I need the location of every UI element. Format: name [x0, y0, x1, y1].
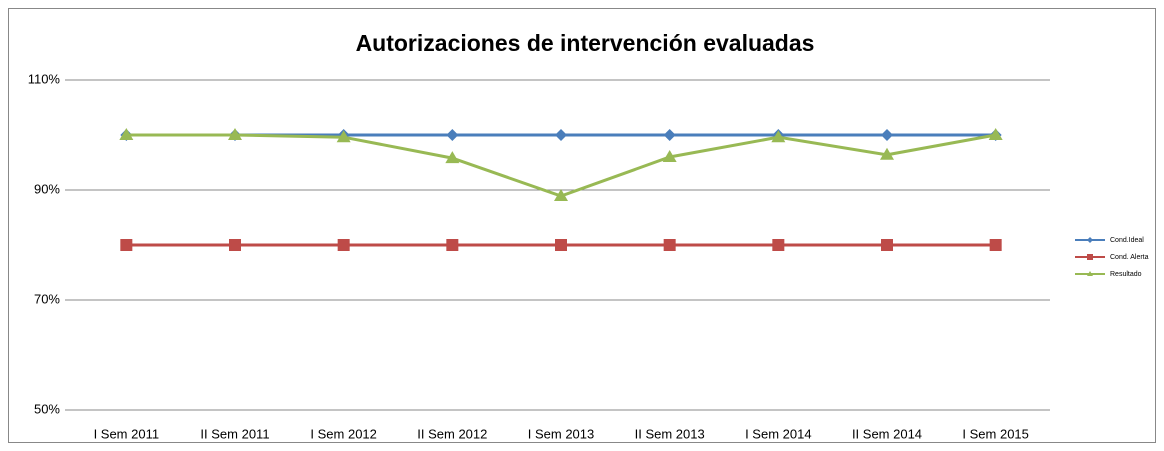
data-point: [881, 239, 893, 251]
legend-marker: [1087, 254, 1093, 260]
data-point: [988, 128, 1003, 140]
x-tick-label: II Sem 2011: [200, 426, 269, 441]
x-tick-label: II Sem 2012: [417, 426, 487, 441]
x-tick-label: I Sem 2015: [962, 426, 1029, 441]
data-point: [662, 150, 677, 162]
legend-marker: [1087, 237, 1093, 243]
chart-title: Autorizaciones de intervención evaluadas: [356, 30, 815, 56]
data-point: [446, 239, 459, 251]
y-tick-label: 50%: [34, 401, 60, 416]
legend-label: Cond. Alerta: [1110, 254, 1149, 261]
data-point: [336, 130, 351, 143]
data-point: [880, 147, 894, 160]
chart-frame: [8, 8, 1156, 443]
legend-marker: [1087, 271, 1093, 276]
data-point: [989, 239, 1002, 251]
y-tick-label: 70%: [34, 291, 60, 306]
data-point: [663, 239, 676, 251]
data-point: [554, 189, 568, 202]
data-point: [881, 129, 893, 141]
x-tick-label: I Sem 2014: [745, 426, 812, 441]
data-point: [555, 239, 567, 251]
x-tick-label: I Sem 2012: [310, 426, 377, 441]
data-point: [337, 239, 350, 251]
data-point: [663, 129, 676, 141]
x-tick-label: II Sem 2013: [635, 426, 705, 441]
data-point: [555, 129, 567, 141]
legend-label: Resultado: [1110, 271, 1142, 278]
data-point: [228, 128, 242, 140]
data-point: [119, 128, 134, 140]
data-point: [445, 151, 460, 164]
x-tick-label: I Sem 2013: [528, 426, 595, 441]
y-tick-label: 110%: [28, 71, 61, 86]
data-point: [229, 239, 241, 251]
y-tick-label: 90%: [34, 181, 60, 196]
data-point: [120, 239, 133, 251]
x-tick-label: II Sem 2014: [852, 426, 922, 441]
data-point: [772, 239, 785, 251]
data-point: [446, 129, 459, 141]
legend-label: Cond.Ideal: [1110, 237, 1144, 244]
data-point: [771, 130, 786, 143]
x-tick-label: I Sem 2011: [94, 426, 160, 441]
